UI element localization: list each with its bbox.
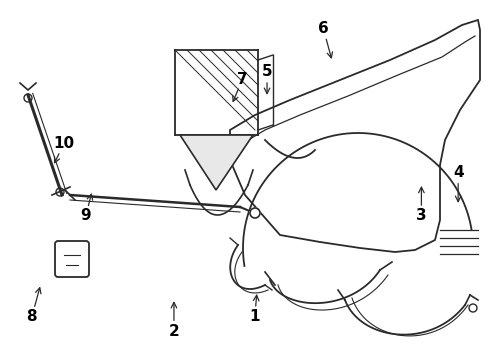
Text: 6: 6 — [318, 21, 329, 36]
Text: 1: 1 — [249, 309, 260, 324]
Text: 3: 3 — [416, 208, 427, 224]
FancyBboxPatch shape — [55, 241, 89, 277]
Text: 7: 7 — [237, 72, 248, 87]
Circle shape — [250, 208, 260, 218]
Polygon shape — [230, 20, 480, 252]
Text: 4: 4 — [453, 165, 464, 180]
Text: 2: 2 — [169, 324, 179, 339]
Polygon shape — [180, 135, 253, 190]
Text: 9: 9 — [80, 208, 91, 224]
Text: 8: 8 — [26, 309, 37, 324]
Text: 10: 10 — [53, 136, 74, 152]
Text: 5: 5 — [262, 64, 272, 80]
